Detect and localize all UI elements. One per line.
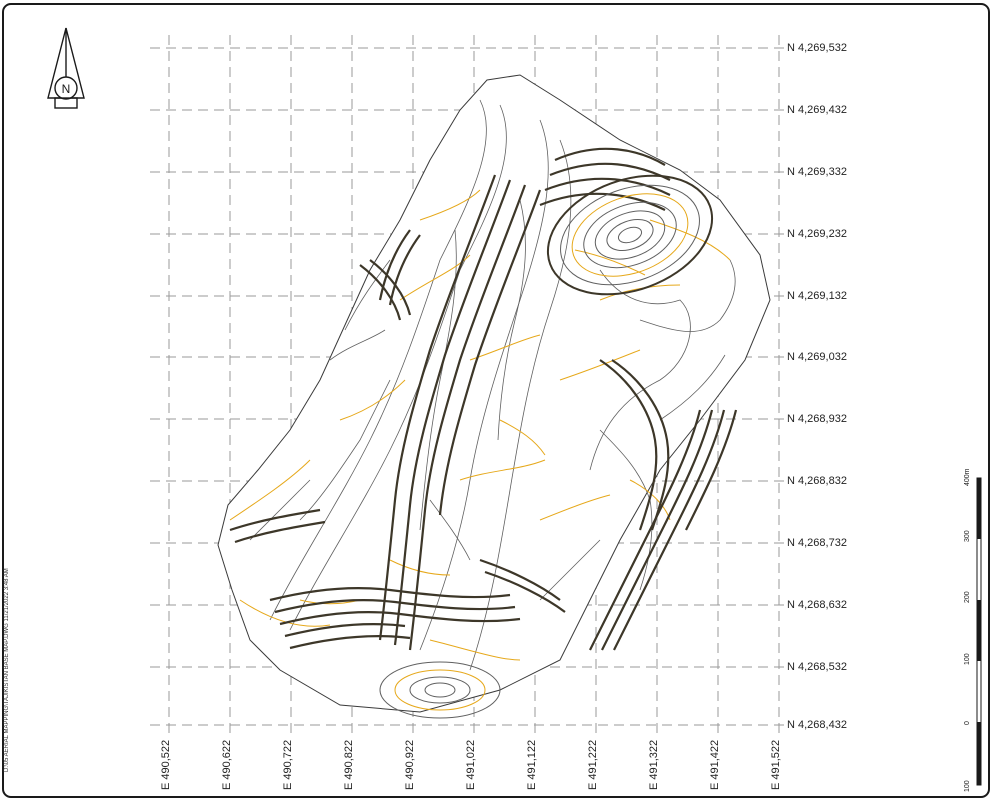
terrain-surface	[217, 74, 771, 713]
northing-label: N 4,268,732	[787, 537, 847, 549]
map-frame	[2, 3, 990, 798]
north-arrow-letter: N	[62, 82, 71, 96]
scale-label: 100	[964, 780, 971, 792]
dense-contour-bands	[229, 147, 738, 651]
easting-label: E 490,522	[160, 739, 172, 790]
northing-label: N 4,269,032	[787, 351, 847, 363]
northing-label: N 4,268,932	[787, 413, 847, 425]
scale-label: 400m	[964, 468, 971, 486]
easting-label: E 490,922	[404, 739, 416, 790]
easting-label: E 491,122	[526, 739, 538, 790]
easting-label: E 490,722	[282, 739, 294, 790]
northing-label: N 4,268,432	[787, 719, 847, 731]
northing-label: N 4,269,232	[787, 228, 847, 240]
scale-label: 100	[964, 653, 971, 665]
easting-label: E 491,322	[648, 739, 660, 790]
scale-label: 300	[964, 530, 971, 542]
easting-label: E 491,422	[709, 739, 721, 790]
northing-label: N 4,268,632	[787, 599, 847, 611]
lower-hill-contours	[379, 661, 501, 719]
file-path-stamp: D:\05 AERIAL MAPPING\TAJIKISTAN BASE MAP…	[4, 568, 10, 772]
scale-label: 0	[964, 721, 971, 725]
survey-boundary	[217, 74, 771, 713]
easting-label: E 491,222	[587, 739, 599, 790]
northing-label: N 4,269,432	[787, 104, 847, 116]
north-arrow-icon	[47, 27, 85, 109]
scale-label: 200	[964, 591, 971, 603]
easting-label: E 490,622	[221, 739, 233, 790]
northing-label: N 4,268,532	[787, 661, 847, 673]
northing-label: N 4,269,132	[787, 290, 847, 302]
easting-label: E 491,522	[770, 739, 782, 790]
easting-label: E 491,022	[465, 739, 477, 790]
hilltop-contours	[546, 174, 714, 296]
gray-contours	[249, 99, 736, 671]
northing-label: N 4,269,532	[787, 42, 847, 54]
northing-label: N 4,268,832	[787, 475, 847, 487]
northing-label: N 4,269,332	[787, 166, 847, 178]
easting-label: E 490,822	[343, 739, 355, 790]
scale-bar	[976, 477, 982, 786]
